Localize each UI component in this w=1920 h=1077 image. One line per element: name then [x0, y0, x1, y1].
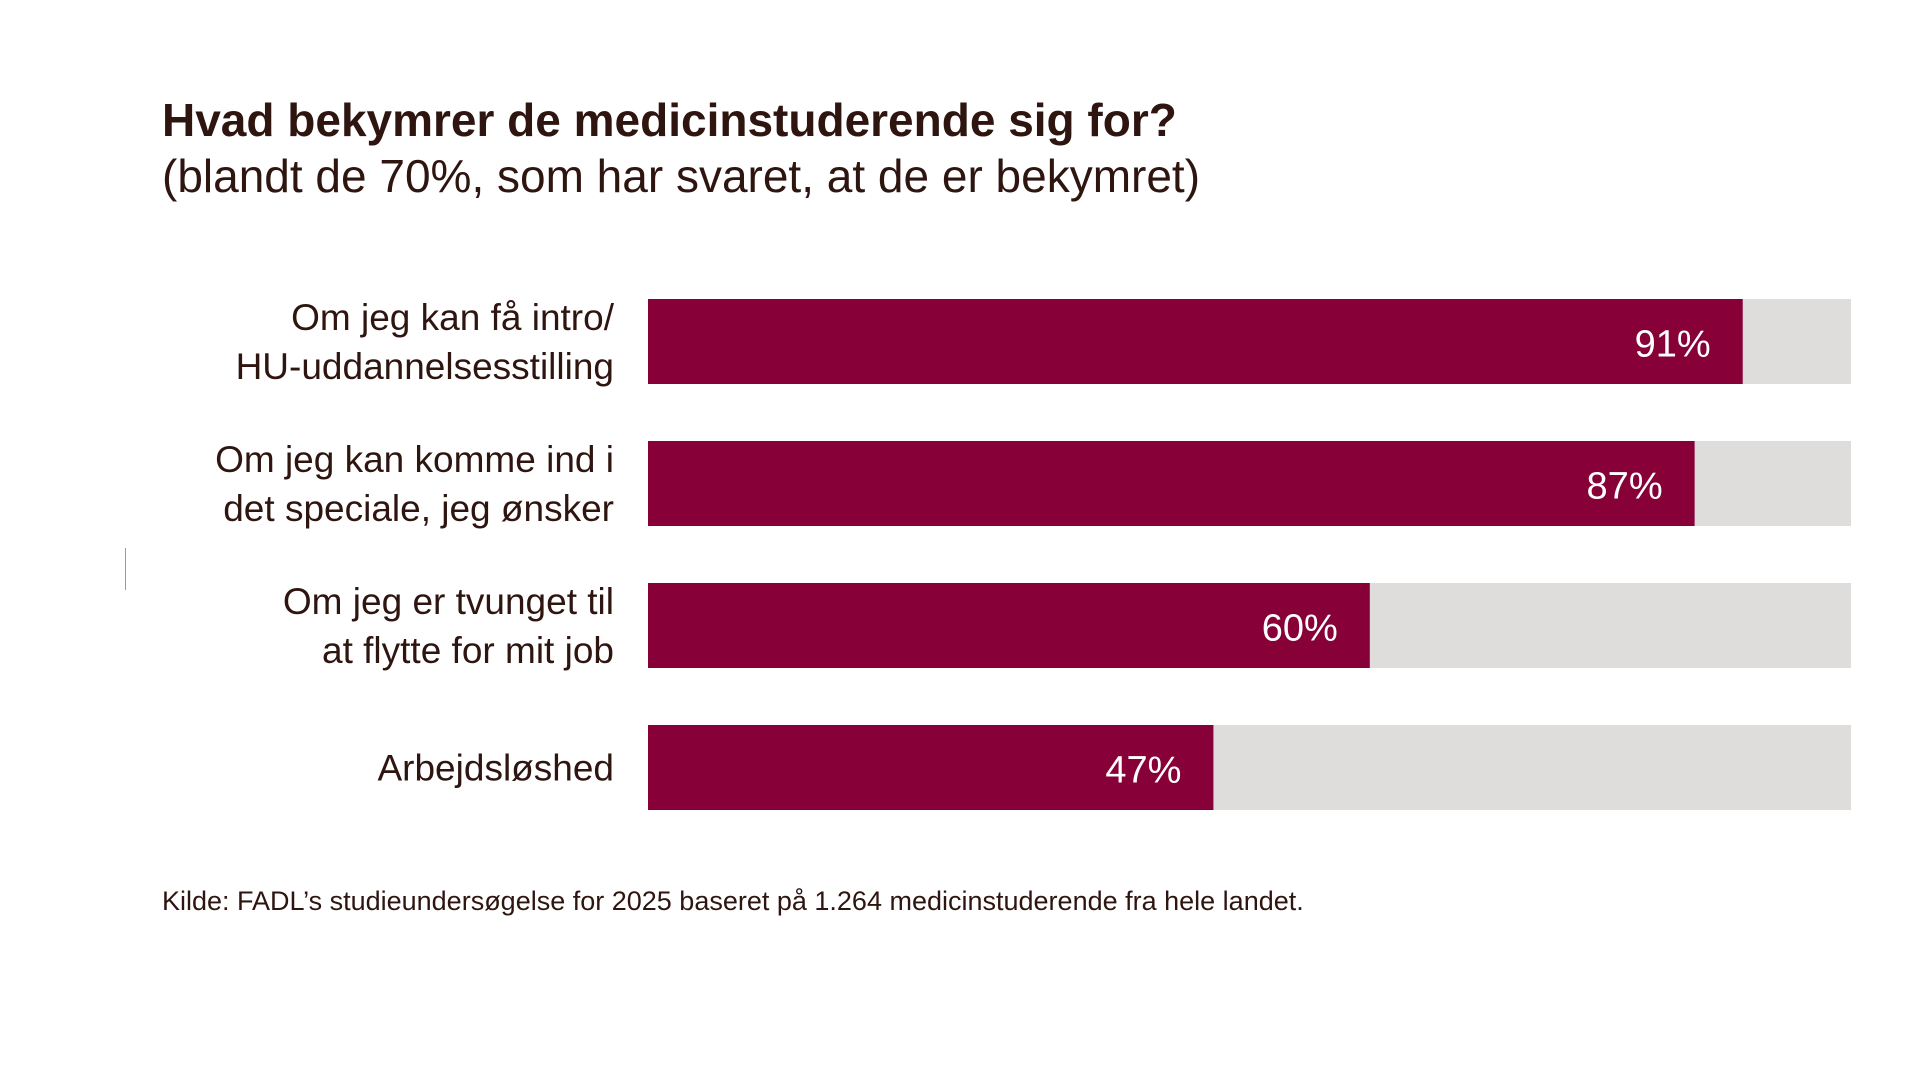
category-label: Arbejdsløshed: [377, 748, 614, 789]
chart-subtitle: (blandt de 70%, som har svaret, at de er…: [162, 150, 1201, 202]
category-label: at flytte for mit job: [322, 630, 614, 671]
stray-divider-mark: [125, 548, 126, 590]
category-label: Om jeg kan få intro/: [291, 297, 615, 338]
bar: [648, 299, 1743, 384]
bar-value-label: 60%: [1262, 608, 1338, 650]
category-label: HU-uddannelsesstilling: [236, 346, 614, 387]
bar: [648, 725, 1214, 810]
chart-title: Hvad bekymrer de medicinstuderende sig f…: [162, 94, 1177, 146]
bar: [648, 441, 1695, 526]
source-note: Kilde: FADL’s studieundersøgelse for 202…: [162, 886, 1304, 916]
category-label: Om jeg kan komme ind i: [215, 439, 614, 480]
category-label: Om jeg er tvunget til: [283, 581, 614, 622]
bar-value-label: 87%: [1587, 466, 1663, 508]
bar-value-label: 91%: [1635, 324, 1711, 366]
category-label: det speciale, jeg ønsker: [223, 488, 614, 529]
bar-value-label: 47%: [1105, 750, 1181, 792]
bar: [648, 583, 1370, 668]
